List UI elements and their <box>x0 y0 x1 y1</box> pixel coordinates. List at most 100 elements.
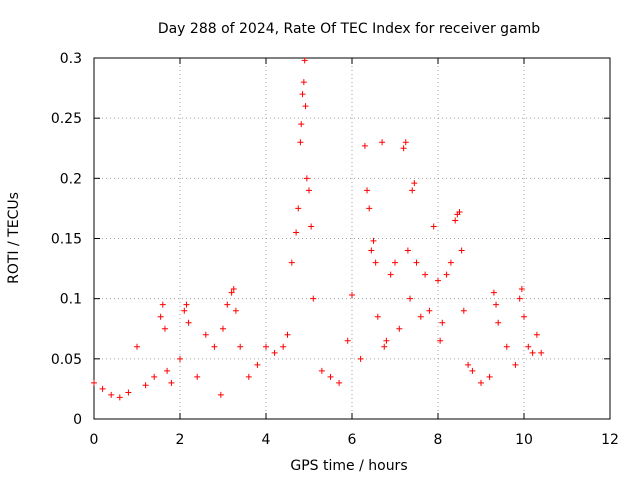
data-point <box>361 142 368 149</box>
data-point <box>413 259 420 266</box>
data-point <box>303 175 310 182</box>
data-point <box>116 394 123 401</box>
data-point <box>443 271 450 278</box>
data-point <box>161 325 168 332</box>
data-point <box>194 373 201 380</box>
data-point <box>370 237 377 244</box>
y-tick-label: 0.15 <box>51 232 82 248</box>
data-point <box>381 343 388 350</box>
data-point <box>295 205 302 212</box>
x-tick-label: 2 <box>176 432 185 448</box>
data-point <box>533 331 540 338</box>
data-point <box>452 217 459 224</box>
data-point <box>232 307 239 314</box>
x-tick-label: 12 <box>601 432 619 448</box>
tick-layer: 0 2 4 6 8 10 12 0 0.05 0.1 0.15 0.2 0.25 0.3 <box>51 51 619 448</box>
data-point <box>220 325 226 332</box>
x-tick-label: 4 <box>262 432 271 448</box>
data-point <box>91 379 97 386</box>
data-point <box>529 349 536 356</box>
data-point <box>437 337 444 344</box>
data-point <box>364 187 371 194</box>
data-point <box>168 379 175 386</box>
data-point <box>512 361 519 368</box>
data-point <box>490 289 497 296</box>
data-point <box>430 223 437 230</box>
data-point <box>142 382 149 389</box>
data-point <box>183 301 190 308</box>
data-point <box>400 145 407 152</box>
data-point <box>99 385 106 392</box>
data-point <box>288 259 295 266</box>
data-point <box>298 121 305 128</box>
data-point <box>478 379 484 386</box>
data-point <box>181 307 188 314</box>
data-point <box>293 229 300 236</box>
data-point <box>456 209 463 216</box>
data-point <box>503 343 510 350</box>
y-tick-label: 0.2 <box>60 171 82 187</box>
data-point <box>263 343 269 350</box>
data-point <box>458 247 465 254</box>
data-point <box>301 57 308 64</box>
data-point <box>157 313 164 320</box>
data-point <box>308 223 315 230</box>
data-point <box>224 301 231 308</box>
data-point <box>402 139 409 146</box>
data-point <box>495 319 502 326</box>
data-point <box>164 367 171 374</box>
x-tick-label: 6 <box>348 432 357 448</box>
data-point <box>151 373 158 380</box>
data-point <box>344 337 351 344</box>
data-point <box>521 313 527 320</box>
data-point <box>217 391 224 398</box>
data-point <box>409 187 416 194</box>
data-point <box>125 389 132 396</box>
data-point <box>254 361 261 368</box>
data-point <box>422 271 429 278</box>
data-point <box>439 319 446 326</box>
data-point <box>387 271 394 278</box>
data-point <box>108 391 115 398</box>
chart-title: Day 288 of 2024, Rate Of TEC Index for r… <box>158 21 540 37</box>
data-point <box>357 355 364 362</box>
data-point <box>245 373 252 380</box>
data-point <box>525 343 532 350</box>
x-axis-label: GPS time / hours <box>290 458 407 474</box>
y-tick-label: 0.3 <box>60 51 82 67</box>
data-point <box>230 286 237 293</box>
data-point <box>327 373 334 380</box>
data-point <box>284 331 291 338</box>
grid-layer <box>94 58 610 419</box>
data-point <box>366 205 373 212</box>
data-point <box>518 286 525 293</box>
data-point <box>177 355 183 362</box>
x-tick-label: 10 <box>515 432 533 448</box>
data-point <box>538 349 545 356</box>
data-point <box>417 313 424 320</box>
y-axis-label: ROTI / TECUs <box>6 192 22 284</box>
data-point <box>372 259 379 266</box>
data-point <box>237 343 244 350</box>
data-point <box>297 139 304 146</box>
data-point <box>374 313 381 320</box>
data-point <box>300 79 307 86</box>
data-point <box>368 247 375 254</box>
data-point <box>407 295 414 302</box>
data-point <box>486 373 493 380</box>
data-point <box>493 301 500 308</box>
data-point <box>134 343 140 350</box>
data-point <box>465 361 472 368</box>
data-point <box>435 277 441 284</box>
y-tick-label: 0.05 <box>51 352 82 368</box>
data-point <box>302 103 309 110</box>
data-point <box>396 325 403 332</box>
data-point <box>379 139 386 146</box>
data-point <box>310 295 317 302</box>
data-point <box>392 259 398 266</box>
data-point <box>228 289 235 296</box>
x-tick-label: 0 <box>90 432 99 448</box>
data-point <box>336 379 343 386</box>
data-point <box>426 307 433 314</box>
